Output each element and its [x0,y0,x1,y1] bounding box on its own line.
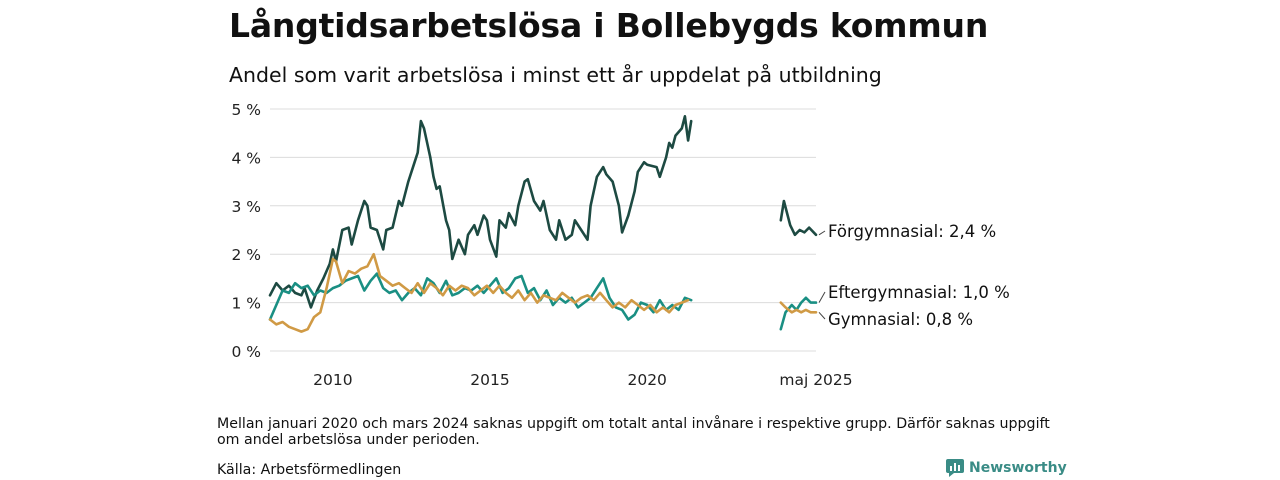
y-tick-label: 0 % [231,343,261,361]
label-leader [818,291,826,303]
series-end-label: Förgymnasial: 2,4 % [828,222,996,241]
x-tick-label: 2015 [470,371,509,389]
y-tick-label: 2 % [231,246,261,264]
y-tick-label: 4 % [231,149,261,167]
label-leader [818,311,826,320]
y-axis: 0 % 1 % 2 % 3 % 4 % 5 % [231,101,261,361]
chart-title: Långtidsarbetslösa i Bollebygds kommun [229,6,989,45]
label-leader [818,230,826,236]
series-line-gymnasial [268,252,818,333]
brand[interactable]: Newsworthy [946,459,1067,477]
series-end-label: Gymnasial: 0,8 % [828,310,973,329]
y-tick-label: 1 % [231,295,261,313]
newsworthy-logo-icon [946,459,964,477]
series-lines [268,115,818,333]
series-end-label: Eftergymnasial: 1,0 % [828,283,1010,302]
chart-subtitle: Andel som varit arbetslösa i minst ett å… [229,63,882,87]
brand-name: Newsworthy [969,460,1067,476]
y-tick-label: 5 % [231,101,261,119]
x-axis: 2010 2015 2020 maj 2025 [313,371,853,389]
series-line-eftergymnasial [268,272,818,331]
source-text: Källa: Arbetsförmedlingen [217,462,402,478]
grid-lines [270,108,816,352]
footnote: Mellan januari 2020 och mars 2024 saknas… [217,416,1050,448]
line-chart: 0 %1 %2 %3 %4 %5 % 2010 2015 2020 maj 2025 … [231,101,1010,389]
x-tick-label: maj 2025 [779,371,852,389]
series-line-förgymnasial [268,115,818,309]
x-tick-label: 2020 [627,371,666,389]
x-tick-label: 2010 [313,371,352,389]
y-tick-label: 3 % [231,198,261,216]
end-labels: Förgymnasial: 2,4 % Eftergymnasial: 1,0 %… [818,222,1010,329]
